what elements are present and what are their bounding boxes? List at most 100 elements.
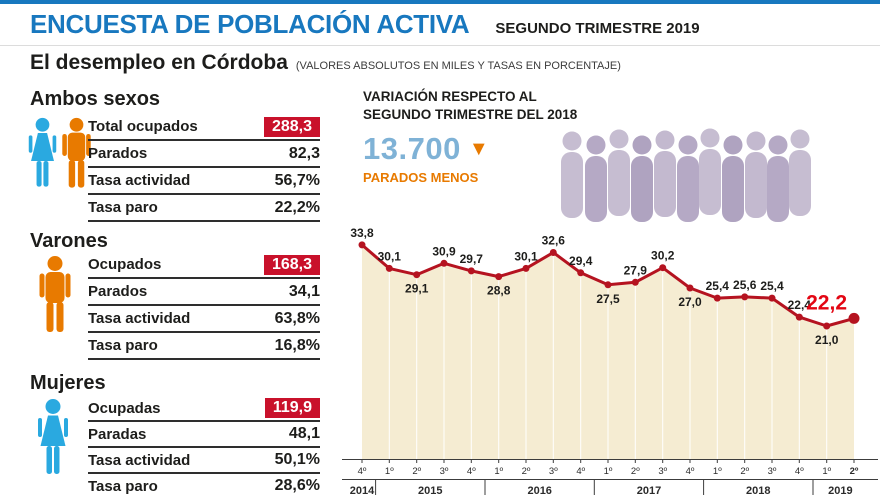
chart-point: [467, 267, 475, 275]
chart-point-label: 27,5: [596, 292, 620, 306]
chart-point: [385, 264, 393, 272]
table-row: Paradas 48,1: [88, 422, 320, 448]
section-title-varones: Varones: [30, 230, 108, 252]
subtitle: El desempleo en Córdoba: [30, 51, 288, 74]
chart-point: [413, 271, 421, 279]
stat-value: 82,3: [288, 144, 320, 162]
chart-point-label: 25,4: [760, 279, 784, 293]
unemployment-rate-trend-chart: 33,8 30,1 29,1 30,9 29,7 28,8 30,1 32,629,4 27,5…: [342, 226, 878, 495]
chart-point: [440, 259, 448, 267]
person-silhouette: [561, 131, 583, 218]
stat-label: Tasa actividad: [88, 172, 191, 189]
varones-icon-wrap: [39, 256, 71, 332]
chart-point-label: 22,4: [788, 298, 812, 312]
chart-year-label: 2018: [746, 485, 770, 495]
page-title: ENCUESTA DE POBLACIÓN ACTIVA: [30, 9, 470, 39]
stat-label: Tasa paro: [88, 477, 158, 495]
person-silhouette: [789, 129, 811, 216]
male-female-icons: [28, 117, 91, 188]
table-row: Tasa paro 28,6%: [88, 474, 320, 495]
stat-label: Parados: [88, 145, 148, 162]
stat-value: 288,3: [263, 116, 320, 137]
mujeres-icon-wrap: [38, 399, 68, 474]
person-silhouette: [654, 130, 676, 217]
stats-table-ambos: Total ocupados 288,3 Parados 82,3 Tasa a…: [88, 114, 320, 222]
chart-year-label: 2017: [637, 485, 661, 495]
stat-label: Ocupados: [88, 256, 162, 273]
chart-quarter-label: 1º: [713, 466, 722, 477]
chart-year-label: 2016: [527, 485, 551, 495]
chart-point-label: 30,1: [514, 249, 538, 263]
chart-quarter-label: 4º: [795, 466, 804, 477]
variation-caption: PARADOS MENOS: [363, 170, 479, 186]
chart-point: [823, 322, 831, 330]
stat-value: 168,3: [263, 254, 320, 275]
chart-point: [631, 278, 639, 286]
stat-label: Ocupadas: [88, 399, 161, 417]
table-row: Parados 82,3: [88, 141, 320, 168]
stat-value: 50,1%: [274, 451, 320, 468]
chart-quarter-label: 2º: [631, 466, 640, 477]
person-silhouette: [631, 135, 653, 222]
variation-value: 13.700: [363, 131, 461, 167]
chart-point: [686, 284, 694, 292]
male-icon: [62, 117, 91, 188]
chart-quarter-label: 4º: [686, 466, 695, 477]
person-silhouette: [767, 135, 789, 222]
chart-year-label: 2019: [828, 485, 852, 495]
chart-point: [848, 312, 860, 324]
chart-point: [741, 293, 749, 301]
chart-quarter-label: 3º: [440, 466, 449, 477]
table-row: Tasa actividad 56,7%: [88, 168, 320, 195]
chart-point-label: 30,9: [432, 244, 456, 258]
chart-year-label: 2015: [418, 485, 442, 495]
stat-label: Parados: [88, 283, 148, 300]
chart-quarter-label: 4º: [467, 466, 476, 477]
chart-point-label: 33,8: [350, 226, 374, 240]
stat-value: 22,2%: [274, 198, 320, 216]
section-title-ambos-sexos: Ambos sexos: [30, 88, 161, 110]
stat-value: 119,9: [264, 398, 320, 418]
stat-value: 63,8%: [274, 309, 320, 327]
chart-point: [495, 273, 503, 281]
section-title-mujeres: Mujeres: [30, 372, 106, 394]
chart-quarter-label: 2º: [740, 466, 749, 477]
stat-label: Tasa paro: [88, 337, 158, 354]
chart-quarter-label: 2º: [850, 466, 859, 477]
chart-point-label: 29,4: [569, 254, 593, 268]
subtitle-note: (VALORES ABSOLUTOS EN MILES Y TASAS EN P…: [295, 60, 621, 72]
table-row: Ocupados 168,3: [88, 252, 320, 279]
chart-quarter-label: 1º: [604, 466, 613, 477]
chart-quarter-label: 3º: [768, 466, 777, 477]
table-row: Parados 34,1: [88, 279, 320, 306]
female-icon: [28, 117, 57, 187]
header: ENCUESTA DE POBLACIÓN ACTIVA SEGUNDO TRI…: [30, 9, 700, 40]
crowd-silhouettes-illustration: [561, 128, 811, 222]
chart-quarter-label: 2º: [522, 466, 531, 477]
chart-quarter-label: 3º: [549, 466, 558, 477]
chart-point-label: 28,8: [487, 284, 511, 298]
chart-point: [549, 249, 557, 256]
table-row: Ocupadas 119,9: [88, 396, 320, 422]
chart-quarter-label: 2º: [412, 466, 421, 477]
person-silhouette: [677, 135, 699, 222]
variation-callout: VARIACIÓN RESPECTO AL SEGUNDO TRIMESTRE …: [363, 88, 608, 185]
table-row: Tasa paro 16,8%: [88, 333, 320, 360]
chart-point-label: 27,0: [678, 295, 702, 309]
chart-point-label: 32,6: [542, 234, 566, 248]
chart-point-label: 29,7: [460, 252, 484, 266]
chart-quarter-label: 3º: [658, 466, 667, 477]
stat-value: 34,1: [288, 282, 320, 300]
table-row: Total ocupados 288,3: [88, 114, 320, 141]
stat-label: Paradas: [88, 425, 147, 443]
chart-point-label: 27,9: [624, 263, 648, 277]
person-silhouette: [608, 129, 630, 216]
chart-point-label-current: 22,2: [806, 291, 847, 314]
chart-point: [577, 269, 585, 277]
stat-value: 56,7%: [274, 171, 320, 189]
chart-point-label: 25,6: [733, 278, 757, 292]
table-row: Tasa actividad 63,8%: [88, 306, 320, 333]
table-row: Tasa actividad 50,1%: [88, 448, 320, 474]
chart-point: [659, 264, 667, 272]
chart-point: [713, 294, 721, 302]
